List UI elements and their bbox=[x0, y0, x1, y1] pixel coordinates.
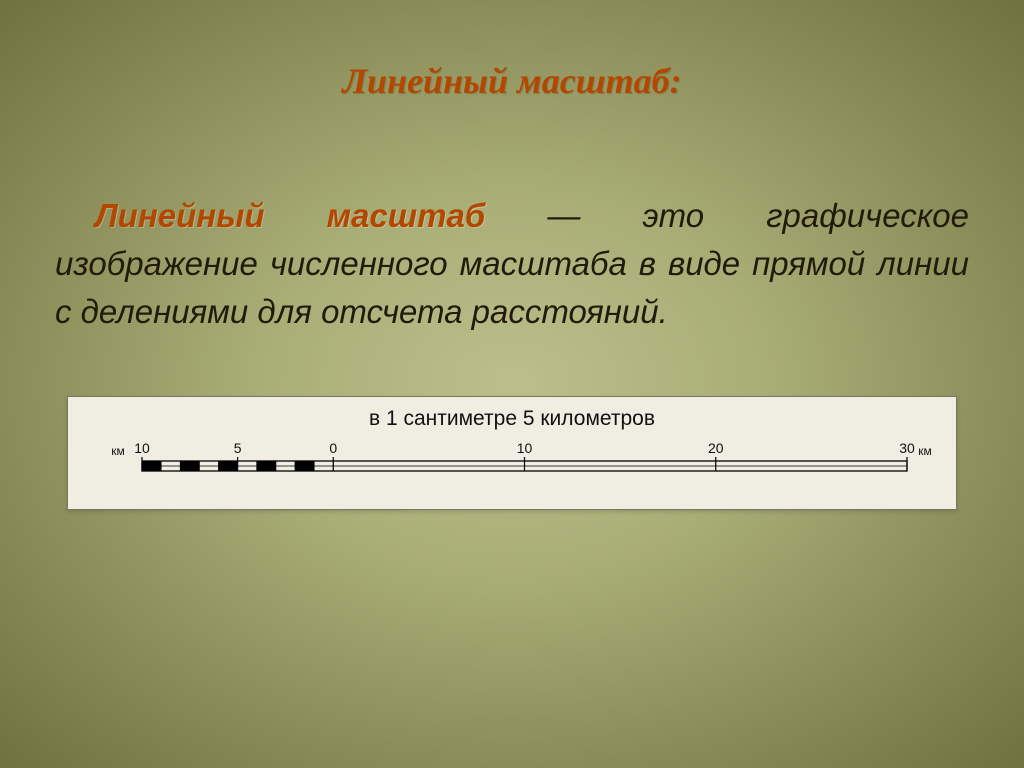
linear-scale-svg: 1050102030кмкм bbox=[87, 441, 937, 489]
svg-text:20: 20 bbox=[708, 441, 724, 456]
svg-text:5: 5 bbox=[234, 441, 242, 456]
svg-text:10: 10 bbox=[517, 441, 533, 456]
slide: Линейный масштаб: Линейный масштаб — это… bbox=[0, 0, 1024, 768]
page-title: Линейный масштаб: bbox=[55, 60, 969, 102]
term: Линейный масштаб bbox=[95, 197, 485, 234]
svg-text:км: км bbox=[918, 444, 932, 458]
svg-text:10: 10 bbox=[134, 441, 150, 456]
svg-text:0: 0 bbox=[329, 441, 337, 456]
scale-caption: в 1 сантиметре 5 километров bbox=[86, 407, 938, 431]
svg-text:30: 30 bbox=[899, 441, 915, 456]
definition-paragraph: Линейный масштаб — это графическое изобр… bbox=[55, 192, 969, 336]
svg-text:км: км bbox=[111, 444, 125, 458]
scale-card: в 1 сантиметре 5 километров 1050102030км… bbox=[67, 396, 957, 510]
